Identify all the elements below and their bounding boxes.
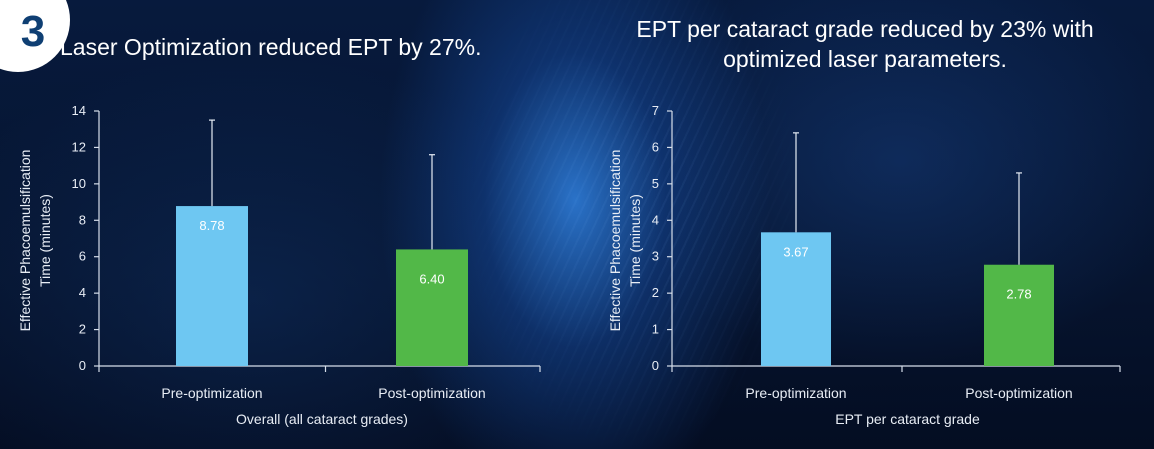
chart1-title: Laser Optimization reduced EPT by 27%. bbox=[60, 34, 482, 60]
chart2-category-label-0: Pre-optimization bbox=[745, 385, 846, 401]
chart2-title-line2: optimized laser parameters. bbox=[723, 46, 1007, 72]
chart1-x-axis-title: Overall (all cataract grades) bbox=[236, 411, 408, 427]
chart2-data-label-1: 2.78 bbox=[1006, 287, 1031, 302]
chart2-y-tick-label: 1 bbox=[652, 322, 659, 337]
chart2-y-axis-title-line1: Effective Phacoemulsification bbox=[607, 150, 623, 332]
chart2-y-tick-label: 7 bbox=[652, 103, 659, 118]
chart1-y-tick-label: 6 bbox=[79, 249, 86, 264]
chart2-data-label-0: 3.67 bbox=[783, 244, 808, 259]
background-rays bbox=[470, 0, 800, 449]
chart1-y-tick-label: 0 bbox=[79, 358, 86, 373]
figure-number: 3 bbox=[20, 7, 46, 56]
chart2-x-axis-title: EPT per cataract grade bbox=[835, 411, 980, 427]
chart2-y-axis-title-line2: Time (minutes) bbox=[627, 194, 643, 287]
chart2-y-tick-label: 3 bbox=[652, 249, 659, 264]
chart1-bar-pre bbox=[176, 206, 248, 366]
chart1-y-tick-label: 10 bbox=[72, 176, 86, 191]
chart1-y-tick-label: 8 bbox=[79, 212, 86, 227]
chart1-y-tick-label: 2 bbox=[79, 322, 86, 337]
chart2-y-tick-label: 4 bbox=[652, 212, 659, 227]
chart1-data-label-0: 8.78 bbox=[199, 218, 224, 233]
chart1-y-tick-label: 4 bbox=[79, 285, 86, 300]
chart2-bar-pre bbox=[761, 232, 831, 366]
chart2-y-tick-label: 2 bbox=[652, 285, 659, 300]
chart2-y-tick-label: 5 bbox=[652, 176, 659, 191]
chart1-category-label-0: Pre-optimization bbox=[161, 385, 262, 401]
chart1-category-label-1: Post-optimization bbox=[378, 385, 485, 401]
chart1-y-axis-title-line2: Time (minutes) bbox=[37, 194, 53, 287]
chart2-bar-post bbox=[984, 264, 1054, 366]
chart2-y-tick-label: 0 bbox=[652, 358, 659, 373]
chart1-bar-post bbox=[396, 249, 468, 366]
chart1-data-label-1: 6.40 bbox=[419, 271, 444, 286]
chart1-y-tick-label: 12 bbox=[72, 139, 86, 154]
chart1-y-tick-label: 14 bbox=[72, 103, 86, 118]
chart2-y-tick-label: 6 bbox=[652, 139, 659, 154]
chart2-title: EPT per cataract grade reduced by 23% wi… bbox=[590, 14, 1140, 74]
chart1-y-axis-title-line1: Effective Phacoemulsification bbox=[17, 150, 33, 332]
chart2-category-label-1: Post-optimization bbox=[965, 385, 1072, 401]
chart2-title-line1: EPT per cataract grade reduced by 23% wi… bbox=[636, 16, 1094, 42]
